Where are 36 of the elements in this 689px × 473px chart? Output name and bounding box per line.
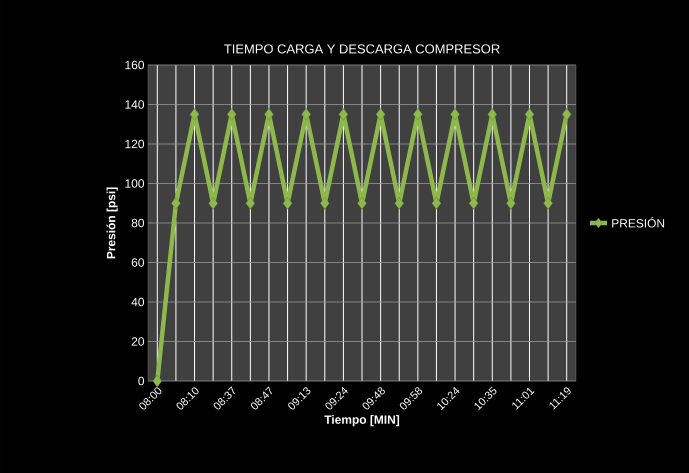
point (432, 197, 442, 210)
point (338, 108, 348, 121)
point (376, 108, 386, 121)
y-tick-label: 160 (125, 60, 144, 70)
point (171, 197, 181, 210)
point (506, 197, 516, 210)
point (562, 108, 572, 121)
y-tick-label: 0 (138, 376, 144, 386)
point (264, 108, 274, 121)
point (468, 197, 478, 210)
point (488, 108, 498, 121)
y-tick-label: 140 (125, 100, 144, 109)
point (282, 197, 292, 210)
legend-label: PRESIÓN (612, 217, 664, 228)
point (543, 197, 553, 210)
point (524, 108, 534, 121)
point (208, 197, 218, 210)
point (394, 197, 404, 210)
point (320, 197, 330, 210)
y-tick-label: 40 (131, 298, 144, 306)
chart-title: TIEMPO CARGA Y DESCARGA COMPRESOR (224, 44, 500, 54)
point (357, 197, 367, 210)
y-tick-label: 20 (132, 337, 144, 346)
point (413, 108, 423, 121)
y-tick-label: 100 (125, 179, 144, 188)
y-tick-label: 60 (132, 258, 144, 267)
y-tick-label: 120 (125, 140, 144, 148)
point (227, 108, 236, 121)
point (190, 108, 200, 121)
point (450, 108, 460, 121)
point (152, 374, 162, 388)
y-axis-title: Presión [psi] (106, 187, 118, 258)
point (301, 108, 311, 121)
x-axis-title: Tiempo [MIN] (324, 415, 400, 426)
y-tick-label: 80 (132, 218, 144, 228)
point (246, 197, 256, 210)
